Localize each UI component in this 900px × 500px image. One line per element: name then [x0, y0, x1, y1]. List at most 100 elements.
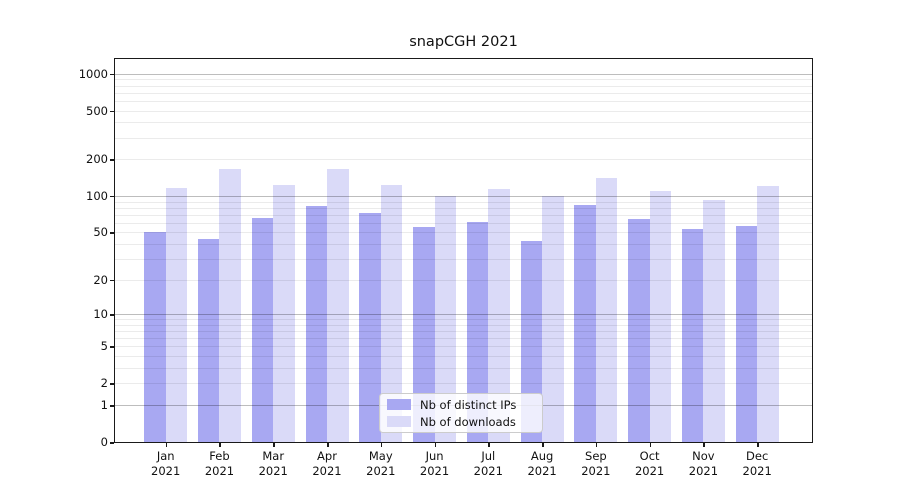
bar-downloads-nov — [703, 199, 725, 442]
gridline-4 — [115, 356, 812, 358]
gridline-400 — [115, 122, 812, 124]
y-tick-mark-200 — [110, 159, 114, 161]
bar-distinct-ips-mar — [251, 217, 274, 442]
chart-title: snapCGH 2021 — [409, 34, 518, 50]
legend-swatch-downloads — [387, 416, 411, 427]
bar-downloads-feb — [219, 168, 241, 442]
x-tick-label-jul: Jul 2021 — [473, 449, 503, 478]
gridline-5 — [115, 346, 812, 348]
y-tick-mark-5 — [110, 346, 114, 348]
bar-distinct-ips-nov — [681, 229, 704, 442]
gridline-50 — [115, 232, 812, 234]
legend-item-distinct-ips: Nb of distinct IPs — [380, 398, 542, 412]
bar-distinct-ips-sep — [574, 204, 596, 442]
gridline-300 — [115, 137, 812, 139]
y-tick-mark-500 — [110, 110, 114, 113]
gridline-600 — [115, 100, 812, 102]
x-tick-mark-apr — [327, 443, 329, 447]
gridline-70 — [115, 214, 812, 216]
x-tick-mark-nov — [703, 443, 705, 447]
bar-distinct-ips-jul — [466, 221, 489, 442]
bar-downloads-oct — [649, 190, 672, 442]
y-tick-mark-0 — [110, 442, 114, 444]
gridline-2 — [115, 383, 812, 385]
gridline-30 — [115, 258, 812, 260]
y-tick-label-20: 20 — [93, 272, 108, 287]
legend-label-downloads: Nb of downloads — [420, 414, 516, 429]
bar-downloads-sep — [595, 177, 618, 442]
gridline-90 — [115, 201, 812, 203]
y-tick-mark-2 — [110, 383, 114, 385]
bar-distinct-ips-dec — [735, 225, 758, 442]
x-tick-mark-mar — [273, 443, 275, 447]
y-tick-label-2: 2 — [100, 376, 108, 391]
x-tick-label-jan: Jan 2021 — [151, 449, 181, 478]
bar-distinct-ips-aug — [520, 241, 543, 442]
y-tick-label-10: 10 — [93, 307, 108, 322]
bar-distinct-ips-feb — [197, 239, 220, 442]
gridline-40 — [115, 244, 812, 246]
gridline-1000 — [115, 73, 812, 75]
gridline-800 — [115, 85, 812, 87]
gridline-3 — [115, 368, 812, 370]
gridline-200 — [115, 159, 812, 161]
y-tick-mark-50 — [110, 232, 114, 234]
y-tick-label-1000: 1000 — [78, 66, 108, 81]
gridline-7 — [115, 331, 812, 333]
bar-downloads-mar — [273, 184, 295, 442]
x-tick-mark-sep — [595, 443, 598, 447]
bar-distinct-ips-oct — [628, 219, 650, 442]
y-tick-label-200: 200 — [86, 152, 108, 167]
x-tick-label-jun: Jun 2021 — [419, 449, 450, 478]
x-tick-label-nov: Nov 2021 — [688, 449, 719, 478]
x-tick-label-oct: Oct 2021 — [634, 449, 665, 478]
x-tick-mark-aug — [542, 443, 544, 447]
bar-downloads-aug — [542, 195, 564, 442]
bar-downloads-jan — [165, 188, 188, 442]
x-tick-label-feb: Feb 2021 — [204, 449, 235, 478]
bar-downloads-jun — [434, 195, 457, 442]
y-tick-mark-1000 — [110, 73, 114, 76]
gridline-60 — [115, 222, 812, 224]
bar-downloads-jul — [488, 188, 510, 442]
legend-item-downloads: Nb of downloads — [380, 415, 542, 429]
bar-downloads-dec — [757, 186, 779, 442]
x-tick-mark-feb — [219, 443, 221, 447]
x-tick-mark-jan — [165, 443, 168, 447]
y-tick-label-1: 1 — [100, 398, 108, 413]
gridline-100 — [115, 195, 812, 197]
legend-swatch-distinct-ips — [387, 399, 411, 410]
x-tick-label-apr: Apr 2021 — [312, 449, 342, 478]
gridline-20 — [115, 279, 812, 281]
y-tick-mark-20 — [110, 279, 114, 282]
x-tick-label-sep: Sep 2021 — [581, 449, 611, 478]
bar-distinct-ips-may — [359, 212, 381, 442]
y-tick-mark-100 — [110, 195, 114, 198]
x-tick-label-dec: Dec 2021 — [742, 449, 772, 478]
x-tick-mark-jun — [434, 443, 437, 447]
bar-distinct-ips-apr — [305, 206, 327, 442]
bar-downloads-may — [380, 184, 403, 442]
bar-downloads-apr — [327, 168, 349, 442]
gridline-80 — [115, 207, 812, 209]
gridline-9 — [115, 319, 812, 321]
x-tick-label-aug: Aug 2021 — [527, 449, 557, 478]
gridline-10 — [115, 314, 812, 316]
y-tick-mark-1 — [110, 405, 114, 407]
legend: Nb of distinct IPs Nb of downloads — [379, 393, 543, 433]
gridline-6 — [115, 338, 812, 340]
plot-area — [114, 58, 813, 443]
y-tick-label-500: 500 — [86, 103, 108, 118]
y-tick-label-0: 0 — [100, 435, 108, 449]
gridline-900 — [115, 79, 812, 81]
gridline-500 — [115, 110, 812, 112]
bar-distinct-ips-jan — [144, 232, 166, 442]
x-tick-label-mar: Mar 2021 — [258, 449, 288, 478]
x-tick-label-may: May 2021 — [366, 449, 396, 478]
y-tick-mark-10 — [110, 314, 114, 316]
legend-label-distinct-ips: Nb of distinct IPs — [420, 397, 517, 412]
y-tick-label-5: 5 — [100, 339, 108, 354]
gridline-700 — [115, 92, 812, 94]
gridline-8 — [115, 324, 812, 326]
